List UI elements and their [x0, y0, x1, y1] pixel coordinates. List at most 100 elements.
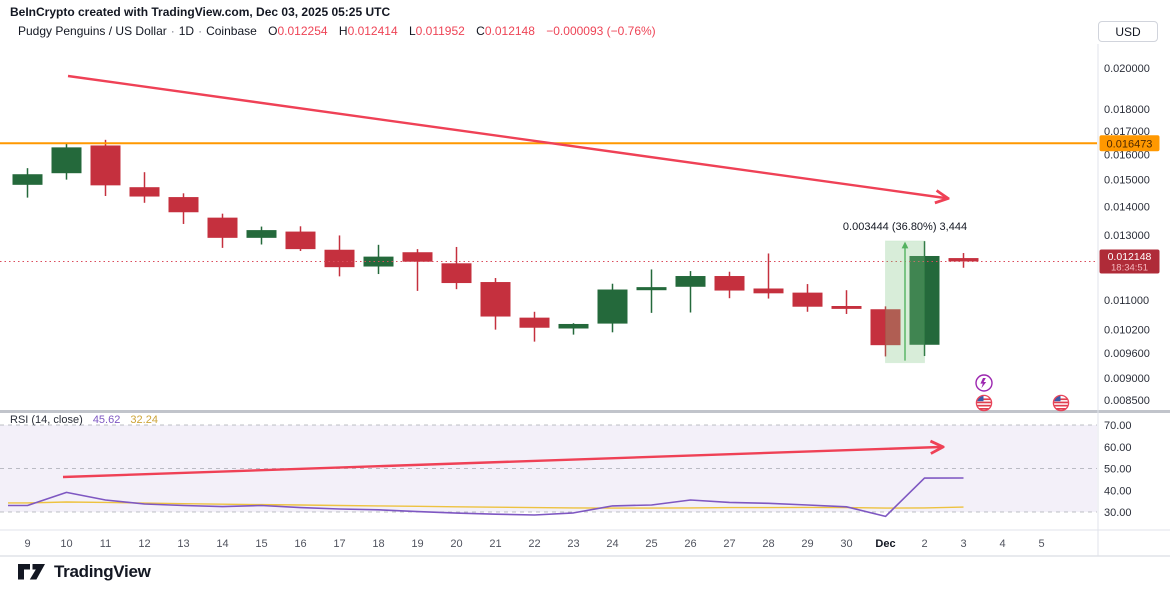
flag-ring	[975, 394, 993, 412]
candle-body	[636, 287, 667, 291]
candle-body	[597, 289, 628, 324]
time-tick-label: 15	[255, 538, 267, 550]
price-tick-label: 0.013000	[1104, 230, 1150, 242]
flag-stripe	[976, 404, 992, 407]
candle-body	[714, 276, 745, 291]
candle-body	[324, 249, 355, 268]
time-tick-label: 4	[999, 538, 1005, 550]
price-tick-label: 0.010200	[1104, 324, 1150, 336]
time-tick-label: 18	[372, 538, 384, 550]
time-tick-label: 2	[921, 538, 927, 550]
time-tick-label: 10	[60, 538, 72, 550]
rsi-tick-label: 30.00	[1104, 507, 1132, 519]
time-tick-label: 27	[723, 538, 735, 550]
rsi-tick-label: 70.00	[1104, 420, 1132, 432]
candle-body	[246, 230, 277, 238]
flag-stripe	[1053, 408, 1069, 410]
tradingview-logo[interactable]: TradingView	[16, 560, 151, 584]
interval-label[interactable]: 1D	[178, 24, 195, 38]
crypto-event-icon[interactable]	[975, 374, 993, 392]
price-tick-label: 0.015000	[1104, 175, 1150, 187]
candle-body	[948, 258, 979, 262]
candle	[558, 323, 589, 335]
time-tick-label: 26	[684, 538, 696, 550]
last-price-tag-bg	[1099, 249, 1160, 274]
candle	[441, 246, 472, 290]
price-tick-label: 0.011000	[1104, 295, 1149, 307]
candle	[168, 193, 199, 224]
high-label: H	[338, 24, 348, 38]
time-tick-label: 5	[1038, 538, 1044, 550]
candle	[948, 253, 979, 268]
price-tick-label: 0.009000	[1104, 373, 1150, 385]
rsi-current-value: 45.62	[92, 414, 121, 426]
candle-body	[51, 147, 82, 174]
lightning-glyph	[980, 378, 987, 389]
time-tick-label: 17	[333, 538, 345, 550]
candle	[792, 284, 823, 312]
price-tick-label: 0.018000	[1104, 104, 1150, 116]
candle-body	[90, 145, 121, 186]
rsi-line	[8, 477, 964, 518]
time-tick-label: 30	[840, 538, 852, 550]
candle-body	[480, 282, 511, 317]
candle	[246, 226, 277, 245]
time-tick-label: 25	[645, 538, 657, 550]
trend-arrow-line[interactable]	[62, 447, 940, 479]
candle	[12, 168, 43, 198]
pane-separator[interactable]	[0, 410, 1170, 413]
alert-price-tag: 0.016473	[1099, 135, 1160, 152]
time-tick-label: 3	[960, 538, 966, 550]
flag-stripe	[976, 401, 992, 404]
candle-body	[753, 288, 784, 294]
measure-tool[interactable]	[885, 240, 925, 364]
candle	[90, 139, 121, 196]
time-tick-label: 9	[24, 538, 30, 550]
candle	[363, 244, 394, 275]
price-tick-label: 0.014000	[1104, 201, 1150, 213]
tradingview-mark-icon	[18, 564, 45, 580]
last-price-countdown: 18:34:51	[1111, 262, 1148, 273]
us-economic-event-icon[interactable]	[975, 394, 993, 412]
close-value: 0.012148	[484, 24, 535, 38]
high-value: 0.012414	[347, 24, 398, 38]
candle	[324, 235, 355, 277]
symbol-name[interactable]: Pudgy Penguins / US Dollar	[18, 24, 167, 38]
measure-tool-label[interactable]: 0.003444 (36.80%) 3,444	[842, 221, 968, 233]
time-tick-label: 29	[801, 538, 813, 550]
price-tick-label: 0.016000	[1104, 150, 1150, 162]
flag-canton	[1053, 395, 1061, 402]
candle-body	[168, 197, 199, 213]
time-tick-label: 11	[100, 538, 111, 550]
candle	[831, 290, 862, 314]
price-tick-label: 0.008500	[1104, 395, 1150, 407]
price-tick-label: 0.017000	[1104, 126, 1150, 138]
us-economic-event-icon[interactable]	[1052, 394, 1070, 412]
rsi-band	[0, 425, 1097, 512]
trend-arrow-line[interactable]	[67, 74, 945, 198]
time-tick-label: 23	[567, 538, 579, 550]
rsi-tick-label: 60.00	[1104, 442, 1132, 454]
flag-canton	[976, 395, 984, 402]
candles-series	[12, 139, 979, 357]
time-tick-label: 24	[606, 538, 618, 550]
close-label: C	[476, 24, 485, 38]
candle-body	[285, 231, 316, 250]
time-tick-label: 19	[411, 538, 423, 550]
flag-stripe	[1053, 401, 1069, 404]
currency-toggle-button[interactable]: USD	[1098, 21, 1158, 42]
flag-stripe	[1053, 404, 1069, 407]
tradingview-logo-text: TradingView	[54, 562, 151, 581]
time-tick-label: Dec	[875, 538, 895, 550]
candle-body	[792, 292, 823, 307]
candle-body	[441, 263, 472, 284]
candle	[480, 278, 511, 330]
time-axis[interactable]: 9 10 11 12 13 14 15 16 17 18 19 20 21 22 23 24 25 26 27 28 2…	[24, 538, 1044, 550]
last-price-tag-value: 0.012148	[1108, 251, 1152, 263]
flag-ring	[1052, 394, 1070, 412]
candle	[519, 311, 550, 342]
price-axis[interactable]: 0.020000 0.018000 0.017000 0.016000 0.015000…	[1104, 63, 1150, 519]
rsi-title[interactable]: RSI (14, close)	[10, 414, 83, 426]
